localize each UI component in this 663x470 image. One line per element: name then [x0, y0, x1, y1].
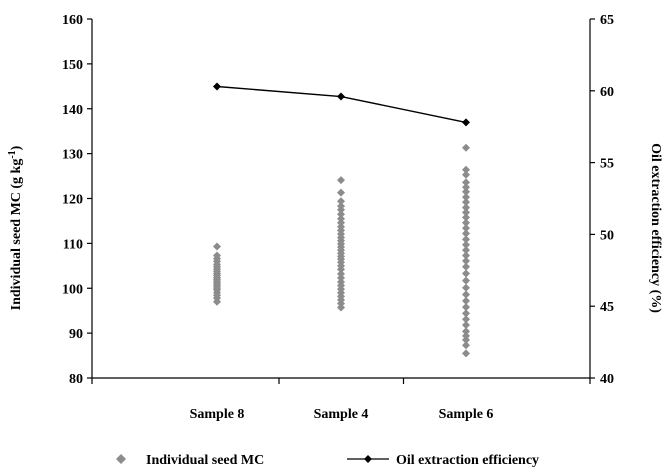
legend: Individual seed MC Oil extraction effici…	[116, 453, 539, 468]
scatter-point	[462, 203, 470, 212]
left-axis-title: Individual seed MC (g kg-1)	[7, 145, 25, 310]
scatter-point	[462, 341, 470, 350]
scatter-point	[462, 290, 470, 299]
scatter-point	[462, 165, 470, 174]
x-tick-label: Sample 6	[439, 407, 494, 422]
left-tick-label: 100	[62, 282, 83, 297]
scatter-point	[462, 229, 470, 238]
scatter-point	[337, 214, 345, 223]
legend-scatter-marker	[116, 454, 126, 464]
scatter-point	[462, 327, 470, 336]
left-tick-label: 90	[69, 327, 83, 342]
scatter-point	[462, 246, 470, 255]
line-point	[337, 92, 345, 101]
line-series	[213, 82, 470, 127]
scatter-point	[462, 276, 470, 285]
left-tick-label: 150	[62, 58, 83, 73]
scatter-point	[337, 210, 345, 219]
scatter-point	[337, 299, 345, 308]
scatter-point	[337, 265, 345, 274]
left-axis-ticks: 80 90 100 110 120 130 140 150 160	[62, 13, 92, 387]
scatter-point	[213, 297, 221, 306]
left-tick-label: 110	[63, 237, 83, 252]
scatter-series	[213, 143, 470, 358]
legend-line-label: Oil extraction efficiency	[396, 453, 539, 468]
x-tick-label: Sample 4	[314, 407, 369, 422]
scatter-point	[462, 183, 470, 192]
scatter-point	[337, 218, 345, 227]
x-tick-label: Sample 8	[190, 407, 245, 422]
scatter-point	[337, 273, 345, 282]
scatter-point	[462, 224, 470, 233]
right-tick-label: 55	[600, 157, 614, 172]
scatter-point	[213, 242, 221, 251]
scatter-point	[337, 303, 345, 312]
left-tick-label: 140	[62, 103, 83, 118]
category-labels: Sample 8 Sample 4 Sample 6	[91, 378, 591, 422]
right-tick-label: 65	[600, 13, 614, 28]
scatter-point	[462, 251, 470, 260]
left-tick-label: 120	[62, 193, 83, 208]
left-tick-label: 160	[62, 13, 83, 28]
scatter-point	[462, 335, 470, 344]
scatter-point	[462, 193, 470, 202]
scatter-point	[462, 349, 470, 358]
left-tick-label: 80	[69, 372, 83, 387]
scatter-point	[462, 235, 470, 244]
scatter-point	[337, 188, 345, 197]
right-tick-label: 60	[600, 85, 614, 100]
scatter-point	[462, 208, 470, 217]
right-axis-ticks: 40 45 50 55 60 65	[590, 13, 614, 387]
scatter-point	[462, 269, 470, 278]
right-tick-label: 45	[600, 300, 614, 315]
scatter-point	[462, 178, 470, 187]
line-point	[462, 118, 470, 127]
scatter-point	[462, 315, 470, 324]
right-tick-label: 40	[600, 372, 614, 387]
line-path	[216, 85, 467, 124]
scatter-point	[462, 309, 470, 318]
scatter-point	[462, 303, 470, 312]
scatter-point	[337, 197, 345, 206]
scatter-point	[337, 176, 345, 185]
scatter-point	[462, 321, 470, 330]
scatter-point	[462, 143, 470, 152]
scatter-point	[462, 187, 470, 196]
scatter-point	[337, 269, 345, 278]
scatter-point	[462, 296, 470, 305]
scatter-point	[462, 198, 470, 207]
legend-line-marker	[364, 455, 372, 463]
right-axis-title: Oil extraction efficiency (%)	[648, 143, 663, 313]
scatter-point	[462, 262, 470, 271]
scatter-point	[462, 283, 470, 292]
scatter-point	[462, 213, 470, 222]
legend-scatter-label: Individual seed MC	[146, 453, 264, 468]
right-tick-label: 50	[600, 228, 614, 243]
scatter-point	[462, 256, 470, 265]
line-point	[213, 82, 221, 91]
scatter-point	[462, 170, 470, 179]
scatter-point	[462, 240, 470, 249]
scatter-point	[462, 331, 470, 340]
scatter-point	[337, 205, 345, 214]
scatter-point	[462, 218, 470, 227]
left-tick-label: 130	[62, 148, 83, 163]
